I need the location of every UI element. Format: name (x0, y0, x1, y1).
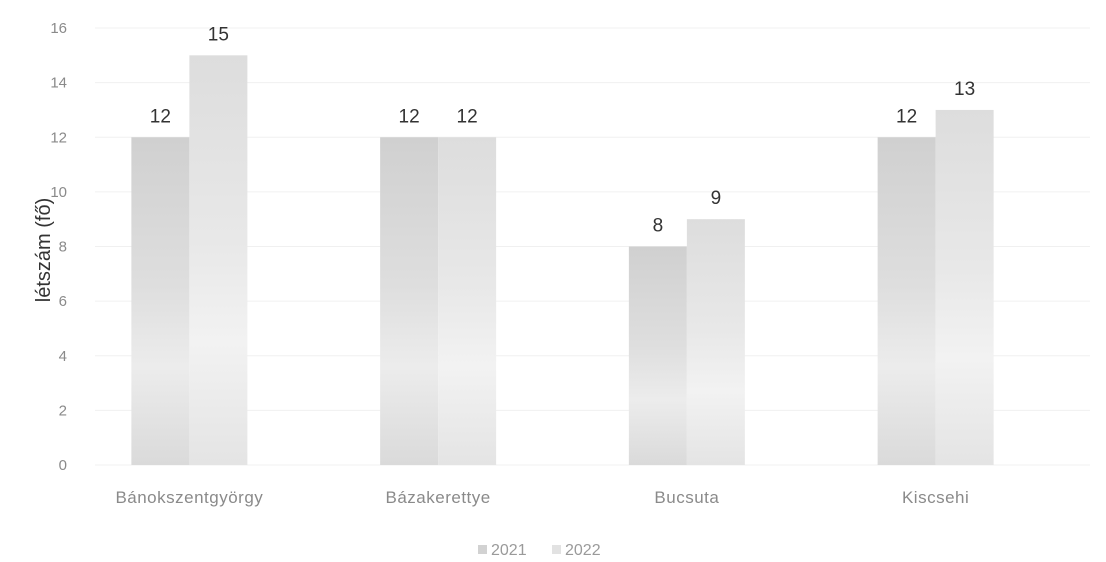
legend-swatch (478, 545, 487, 554)
data-label: 12 (457, 106, 478, 127)
bar-2022-1 (438, 137, 497, 465)
bar-2021-0 (131, 137, 190, 465)
legend-label: 2022 (565, 542, 601, 559)
y-tick-label: 2 (59, 402, 67, 419)
legend-swatch (552, 545, 561, 554)
y-axis-ticks: 0 2 4 6 8 10 12 14 16 (50, 20, 67, 474)
y-tick-label: 4 (59, 348, 67, 365)
data-label: 15 (208, 24, 229, 45)
y-tick-label: 8 (59, 239, 67, 256)
data-labels: 12 15 12 12 8 9 12 13 (150, 24, 975, 236)
category-label: Bucsuta (654, 488, 719, 507)
bar-2022-3 (935, 109, 994, 465)
y-tick-label: 12 (50, 129, 67, 146)
data-label: 12 (150, 106, 171, 127)
data-label: 8 (653, 216, 664, 237)
bar-2021-3 (877, 137, 936, 465)
category-label: Bánokszentgyörgy (115, 488, 263, 507)
bar-2021-1 (380, 137, 439, 465)
legend-label: 2021 (491, 542, 527, 559)
legend: 2021 2022 (478, 542, 601, 559)
category-label: Bázakerettye (386, 488, 491, 507)
bar-2021-2 (628, 246, 687, 465)
y-tick-label: 6 (59, 293, 67, 310)
category-label: Kiscsehi (902, 488, 969, 507)
data-label: 13 (954, 79, 975, 100)
x-axis-categories: Bánokszentgyörgy Bázakerettye Bucsuta Kiscs… (115, 488, 969, 507)
bar-2022-2 (686, 219, 745, 465)
bar-2022-0 (189, 55, 248, 465)
gridlines (95, 27, 1090, 466)
data-label: 12 (896, 106, 917, 127)
y-tick-label: 10 (50, 184, 67, 201)
y-tick-label: 0 (59, 457, 67, 474)
y-axis-label: létszám (fő) (33, 198, 55, 302)
data-label: 9 (711, 188, 722, 209)
y-tick-label: 16 (50, 20, 67, 37)
y-tick-label: 14 (50, 75, 67, 92)
data-label: 12 (399, 106, 420, 127)
bars (131, 55, 994, 465)
